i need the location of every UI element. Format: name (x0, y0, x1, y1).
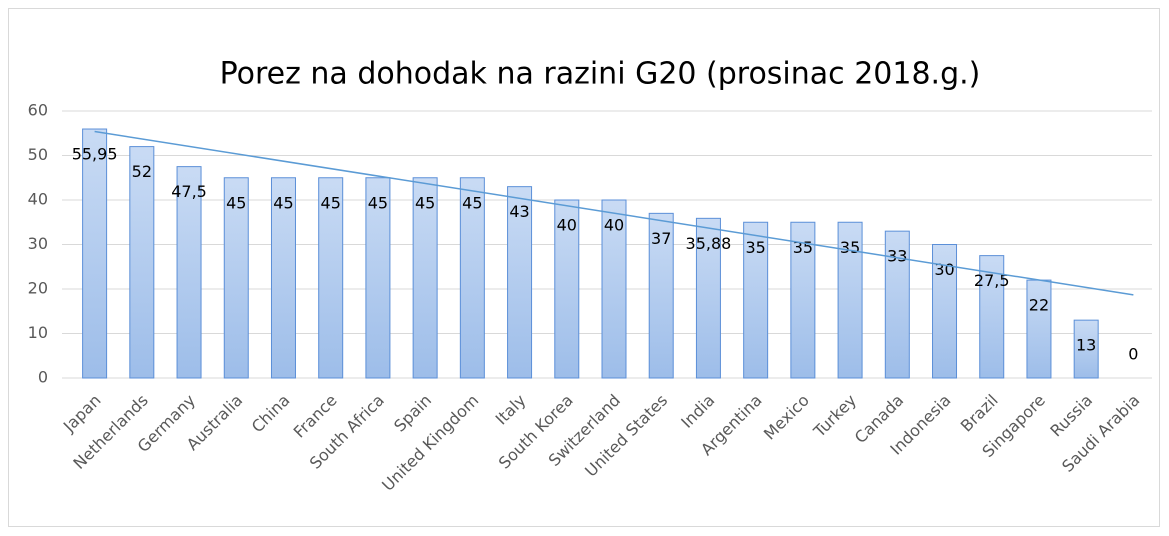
bar (270, 177, 296, 379)
bar (459, 177, 485, 379)
data-label: 45 (321, 193, 341, 212)
data-label: 13 (1076, 336, 1096, 355)
data-label: 45 (226, 193, 246, 212)
data-label: 35 (840, 238, 860, 257)
data-label: 22 (1029, 296, 1049, 315)
trendline (94, 130, 1134, 296)
data-label: 35 (793, 238, 813, 257)
y-tick-label: 50 (28, 145, 48, 164)
data-label: 45 (462, 193, 482, 212)
bar (223, 177, 249, 379)
bar (979, 255, 1005, 379)
data-label: 45 (368, 193, 388, 212)
y-tick-label: 40 (28, 190, 48, 209)
data-label: 33 (887, 247, 907, 266)
bar (1073, 319, 1099, 379)
bar (695, 217, 721, 379)
chart-title: Porez na dohodak na razini G20 (prosinac… (220, 57, 981, 92)
y-tick-label: 20 (28, 279, 48, 298)
data-label: 45 (273, 193, 293, 212)
bar (412, 177, 438, 379)
data-label: 52 (132, 162, 152, 181)
bar (82, 128, 108, 379)
bar (743, 221, 769, 379)
bar (129, 146, 155, 379)
bar (837, 221, 863, 379)
y-tick-label: 30 (28, 234, 48, 253)
data-label: 27,5 (974, 271, 1010, 290)
y-tick-label: 10 (28, 323, 48, 342)
bar (365, 177, 391, 379)
bar (884, 230, 910, 379)
data-label: 55,95 (72, 145, 118, 164)
data-label: 40 (557, 216, 577, 235)
data-label: 40 (604, 216, 624, 235)
data-label: 43 (509, 202, 529, 221)
data-label: 45 (415, 193, 435, 212)
data-label: 30 (934, 260, 954, 279)
data-label: 47,5 (171, 182, 207, 201)
y-tick-label: 0 (38, 368, 48, 387)
bar (790, 221, 816, 379)
bar (507, 186, 533, 379)
data-label: 35 (745, 238, 765, 257)
y-tick-label: 60 (28, 101, 48, 120)
data-label: 37 (651, 229, 671, 248)
data-label: 0 (1128, 345, 1138, 364)
bar (648, 212, 674, 379)
bar (554, 199, 580, 379)
bar (318, 177, 344, 379)
bar (176, 166, 202, 379)
data-label: 35,88 (686, 234, 732, 253)
bar (601, 199, 627, 379)
